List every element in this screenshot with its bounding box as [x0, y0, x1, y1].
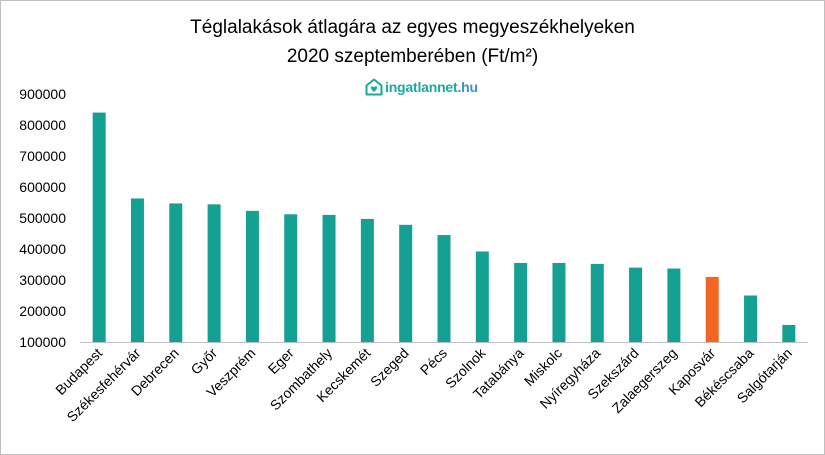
y-tick-label: 700000 — [19, 148, 66, 164]
bar — [514, 262, 528, 342]
x-tick-label: Győr — [187, 345, 220, 378]
y-tick-label: 400000 — [19, 241, 66, 257]
y-tick-label: 300000 — [19, 272, 66, 288]
y-tick-label: 200000 — [19, 303, 66, 319]
bar — [245, 210, 259, 342]
y-axis: 100000 200000 300000 400000 500000 600000 7000… — [19, 86, 66, 350]
bar — [207, 204, 221, 342]
y-tick-label: 500000 — [19, 210, 66, 226]
ingatlannet-logo: ingatlannet.hu — [365, 77, 478, 97]
y-tick-label: 800000 — [19, 117, 66, 133]
x-tick-label: Szeged — [367, 345, 412, 390]
y-tick-label: 100000 — [19, 334, 66, 350]
bar — [322, 214, 336, 342]
bar — [360, 218, 374, 342]
bar — [169, 203, 183, 342]
chart-title: Téglalakások átlagára az egyes megyeszék… — [190, 17, 635, 38]
y-tick-label: 600000 — [19, 179, 66, 195]
bar — [705, 276, 719, 342]
bar — [437, 235, 451, 342]
bars — [92, 112, 796, 342]
chart-subtitle: 2020 szeptemberében (Ft/m²) — [286, 46, 539, 67]
y-tick-label: 900000 — [19, 86, 66, 102]
house-heart-icon — [365, 78, 383, 96]
x-tick-label: Pécs — [417, 345, 450, 378]
bar — [92, 112, 106, 342]
bar — [629, 267, 643, 342]
bar — [284, 214, 298, 342]
logo-name: ingatlannet — [385, 79, 458, 95]
bar — [475, 251, 489, 342]
bar — [552, 262, 566, 342]
logo-tld: .hu — [457, 79, 478, 95]
bar — [782, 324, 796, 342]
bar — [130, 198, 144, 342]
bar — [399, 224, 413, 342]
x-tick-label: Eger — [265, 345, 297, 377]
bar — [590, 263, 604, 342]
bar — [667, 268, 681, 342]
bar — [744, 295, 758, 342]
